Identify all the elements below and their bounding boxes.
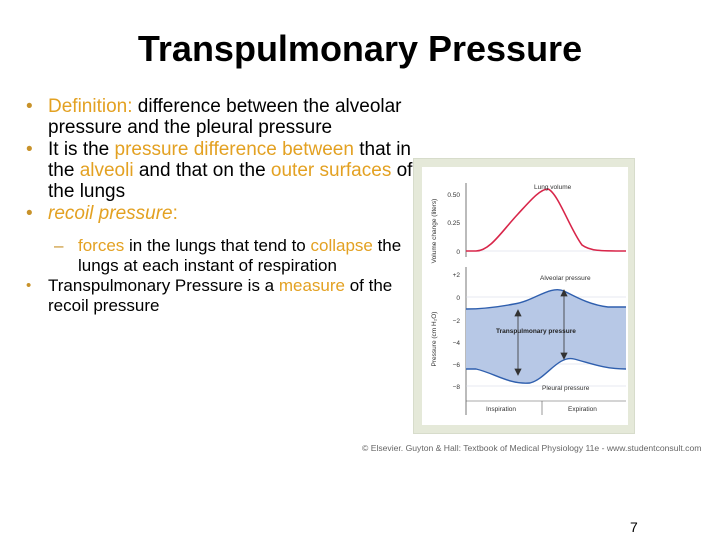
arrowhead-down [560, 352, 568, 360]
definition-text: difference between the alveolar pressure… [48, 96, 402, 138]
b2-post: of the lungs [48, 160, 413, 202]
lung-volume-label: Lung volume [534, 184, 572, 191]
bottom-tick-label: −8 [453, 384, 461, 391]
bullet-measure: • Transpulmonary Pressure is a measure o… [24, 276, 414, 316]
respiration-figure: Volume change (liters) Pressure (cm H₂O)… [413, 158, 635, 434]
transpulmonary-label: Transpulmonary pressure [496, 328, 576, 335]
bullet-dot: • [26, 96, 33, 117]
sub-bullet-dash: – [54, 236, 64, 255]
b4-pre: Transpulmonary Pressure is a [48, 276, 279, 295]
sub-accent-forces: forces [78, 236, 125, 255]
bottom-tick-label: 0 [456, 295, 460, 302]
bullet-pressure-difference: • It is the pressure difference between … [24, 139, 414, 202]
arrowhead-up [560, 289, 568, 297]
bottom-tick-label: +2 [453, 272, 461, 279]
arrowhead-up [514, 309, 522, 317]
top-tick-label: 0.25 [447, 220, 460, 227]
inspiration-label: Inspiration [486, 406, 516, 413]
recoil-colon: : [172, 203, 178, 224]
transpulmonary-band [466, 289, 626, 384]
b4-post: of the recoil pressure [48, 276, 393, 315]
respiration-diagram: Volume change (liters) Pressure (cm H₂O)… [422, 167, 628, 425]
bottom-y-axis-title: Pressure (cm H₂O) [431, 312, 438, 367]
pleural-pressure-curve [466, 358, 627, 384]
top-tick-label: 0 [456, 249, 460, 256]
bullet-dot: • [26, 277, 32, 294]
slide-title: Transpulmonary Pressure [137, 28, 583, 69]
b2-pre: It is the [48, 139, 115, 160]
bullet-dot: • [26, 139, 33, 160]
pleural-pressure-label: Pleural pressure [542, 385, 590, 392]
top-y-axis-title: Volume change (liters) [431, 199, 438, 264]
bottom-tick-label: −6 [453, 362, 461, 369]
sub-bullet-forces: – forces in the lungs that tend to colla… [24, 236, 414, 276]
b2-accent-alveoli: alveoli [79, 160, 134, 181]
alveolar-pressure-label: Alveolar pressure [540, 275, 591, 282]
lung-volume-curve [466, 188, 627, 252]
b2-mid1: that in the [48, 139, 411, 181]
bottom-tick-label: −4 [453, 340, 461, 347]
alveolar-pressure-curve [465, 289, 626, 310]
b2-accent-pressure-difference: pressure difference between [114, 139, 354, 160]
page-number: 7 [630, 519, 638, 535]
b4-accent-measure: measure [278, 276, 345, 295]
bottom-tick-label: −2 [453, 318, 461, 325]
bullet-dot: • [26, 203, 33, 224]
bullet-recoil-pressure: • recoil pressure: [24, 203, 414, 224]
top-tick-label: 0.50 [447, 192, 460, 199]
b2-mid2: and that on the [133, 160, 271, 181]
expiration-label: Expiration [568, 406, 597, 413]
arrowhead-down [514, 368, 522, 376]
sub-post: the lungs at each instant of respiration [78, 236, 402, 275]
definition-label: Definition: [48, 96, 133, 117]
bullet-definition: • Definition: difference between the alv… [24, 96, 414, 138]
b2-accent-outer-surfaces: outer surfaces [270, 160, 392, 181]
sub-accent-collapse: collapse [310, 236, 373, 255]
sub-mid: in the lungs that tend to [124, 236, 311, 255]
recoil-pressure-term: recoil pressure [48, 203, 173, 224]
figure-caption: © Elsevier. Guyton & Hall: Textbook of M… [362, 443, 702, 453]
slide-body: • Definition: difference between the alv… [24, 96, 414, 316]
